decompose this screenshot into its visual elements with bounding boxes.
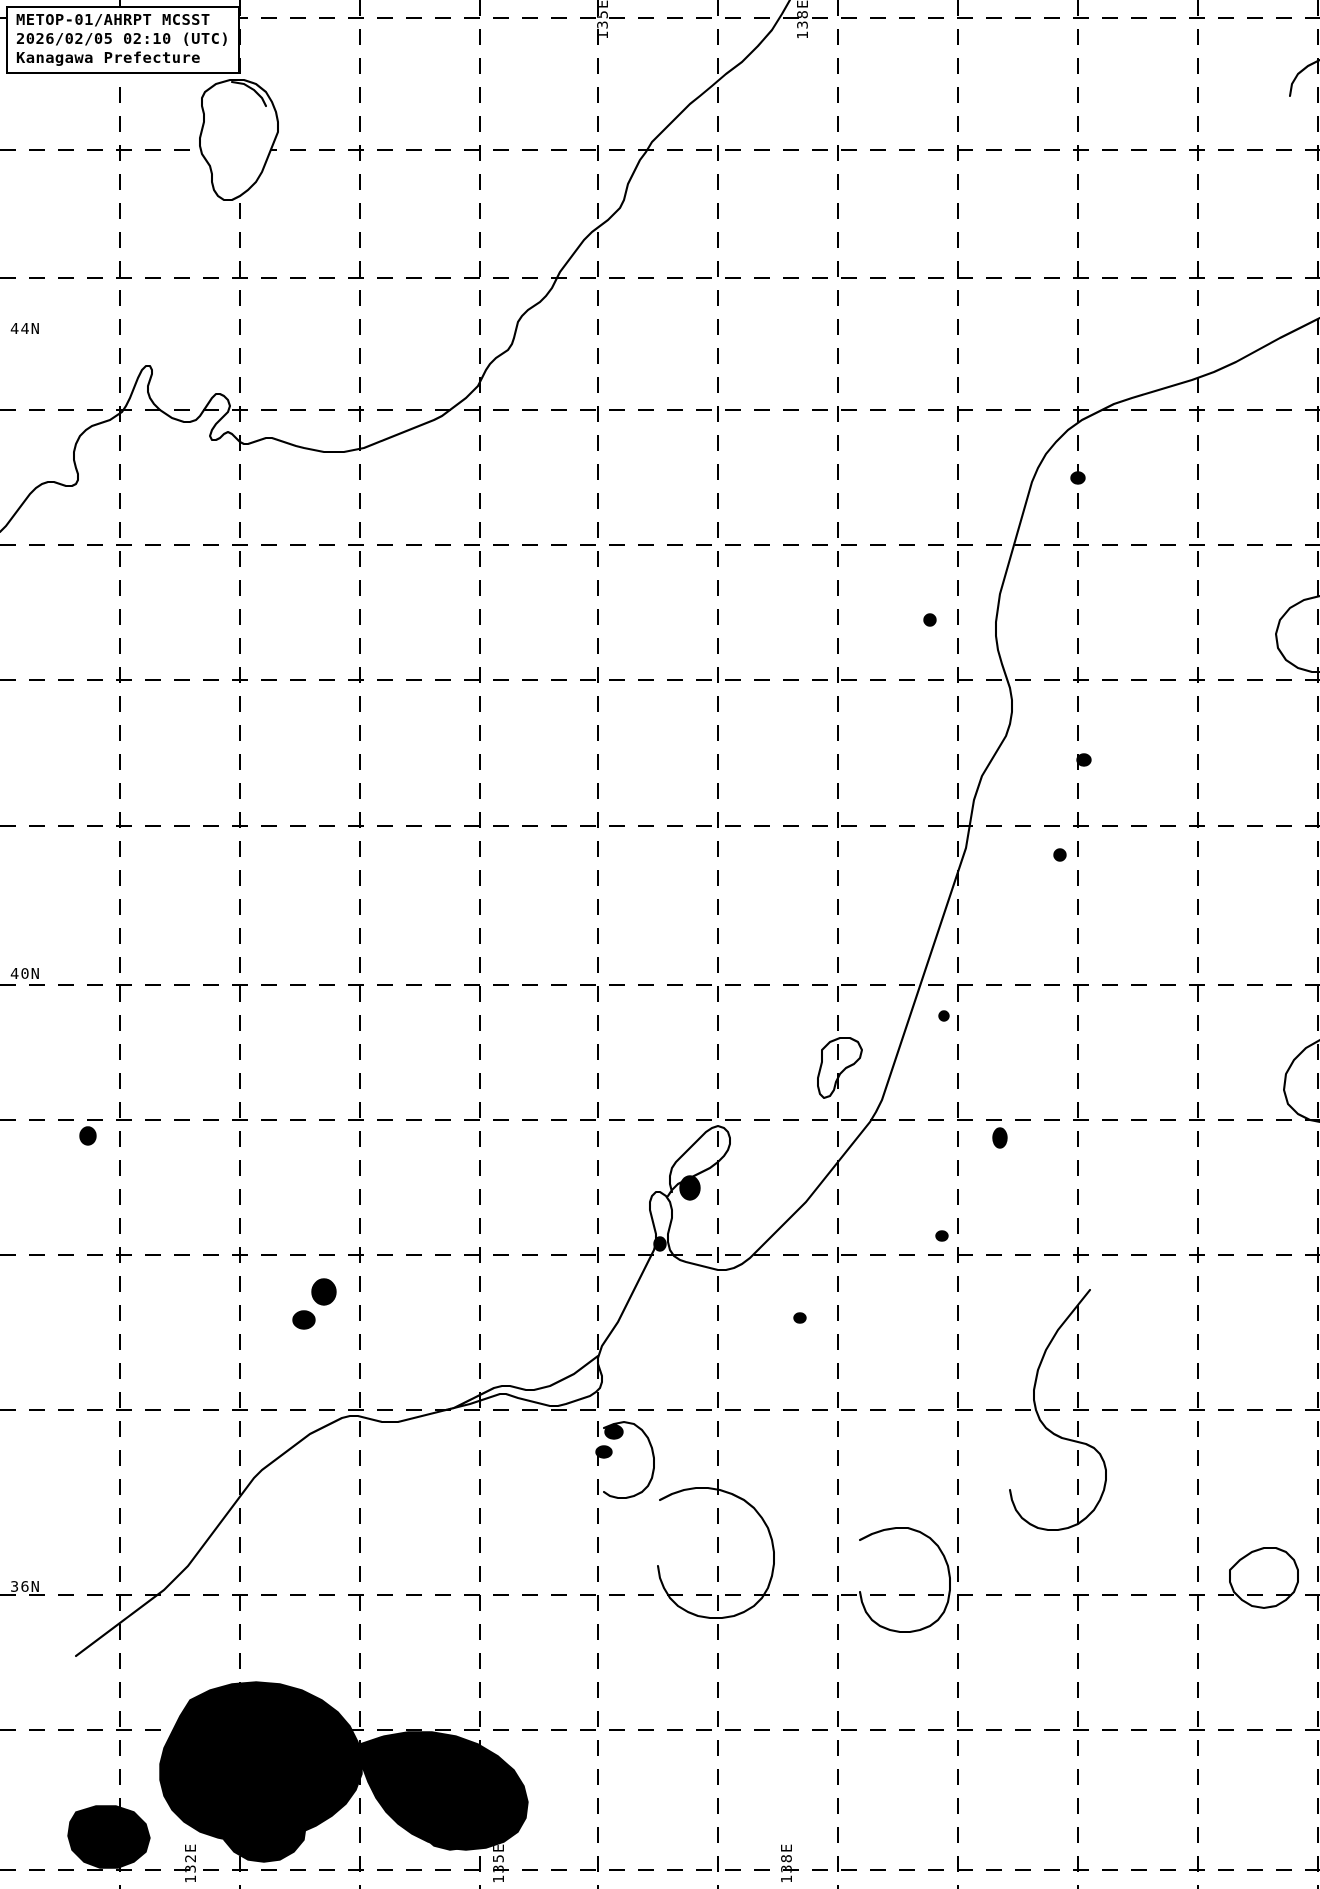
island-north-outline bbox=[198, 78, 280, 202]
coastline-sakhalin bbox=[0, 0, 792, 534]
coastline-seto-inland-sea bbox=[602, 1420, 656, 1500]
lon-label-bottom-135e: 135E bbox=[490, 1843, 508, 1884]
longitude-labels-bottom: 132E 135E 138E bbox=[182, 1843, 796, 1884]
lon-label-bottom-138e: 138E bbox=[778, 1843, 796, 1884]
lat-label-40n: 40N bbox=[10, 965, 41, 983]
coastline-izu-kanagawa bbox=[1228, 1546, 1300, 1610]
title-region: Kanagawa Prefecture bbox=[16, 48, 201, 67]
lat-label-44n: 44N bbox=[10, 320, 41, 338]
title-satellite-product: METOP-01/AHRPT MCSST bbox=[16, 11, 211, 29]
island-north-detail bbox=[230, 80, 268, 108]
coastline-right-edge-mid bbox=[1274, 594, 1320, 674]
graticule-vertical bbox=[119, 0, 1319, 1889]
lon-label-bottom-132e: 132E bbox=[182, 1843, 200, 1884]
title-timestamp: 2026/02/05 02:10 (UTC) bbox=[16, 29, 231, 48]
lat-label-36n: 36N bbox=[10, 1578, 41, 1596]
coastline-small-islands bbox=[79, 471, 1092, 1459]
latitude-labels: 44N 40N 36N bbox=[10, 320, 41, 1596]
coastline-kii-tokai bbox=[858, 1526, 952, 1634]
coastline-right-edge-fragments bbox=[1282, 1038, 1320, 1124]
lon-label-top-138e: 138E bbox=[794, 0, 812, 40]
island-sado bbox=[816, 1036, 864, 1100]
lon-label-top-135e: 135E bbox=[594, 0, 612, 40]
coastline-right-edge-upper bbox=[1288, 58, 1320, 98]
coastline-kanto bbox=[1008, 1288, 1108, 1532]
coastline-shikoku bbox=[656, 1486, 776, 1620]
title-legend-box: METOP-01/AHRPT MCSST 2026/02/05 02:10 (U… bbox=[6, 6, 241, 74]
coastline-kyushu-cluster bbox=[67, 1681, 529, 1869]
coastline-honshu-east bbox=[74, 316, 1320, 1658]
coastline-noto-peninsula bbox=[666, 1124, 732, 1198]
graticule-horizontal bbox=[0, 17, 1320, 1871]
coastline-chugoku-north bbox=[444, 1354, 600, 1412]
longitude-labels-top: 135E 138E bbox=[594, 0, 812, 40]
